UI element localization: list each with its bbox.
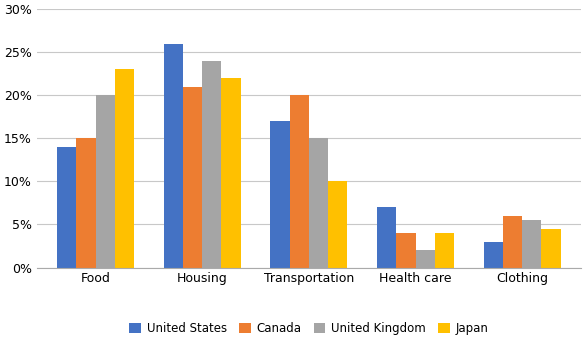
Bar bbox=[522, 220, 541, 268]
Bar bbox=[309, 138, 328, 268]
Bar bbox=[164, 44, 183, 268]
Legend: United States, Canada, United Kingdom, Japan: United States, Canada, United Kingdom, J… bbox=[125, 317, 493, 340]
Bar bbox=[202, 61, 221, 268]
Bar bbox=[377, 207, 396, 268]
Bar bbox=[115, 69, 134, 268]
Bar bbox=[221, 78, 240, 268]
Bar bbox=[541, 229, 560, 268]
Bar bbox=[503, 216, 522, 268]
Bar bbox=[396, 233, 415, 268]
Bar bbox=[484, 242, 503, 268]
Bar bbox=[77, 138, 95, 268]
Bar bbox=[95, 95, 115, 268]
Bar bbox=[415, 250, 435, 268]
Bar bbox=[435, 233, 454, 268]
Bar bbox=[183, 87, 202, 268]
Bar bbox=[328, 181, 347, 268]
Bar bbox=[270, 121, 290, 268]
Bar bbox=[290, 95, 309, 268]
Bar bbox=[57, 147, 77, 268]
